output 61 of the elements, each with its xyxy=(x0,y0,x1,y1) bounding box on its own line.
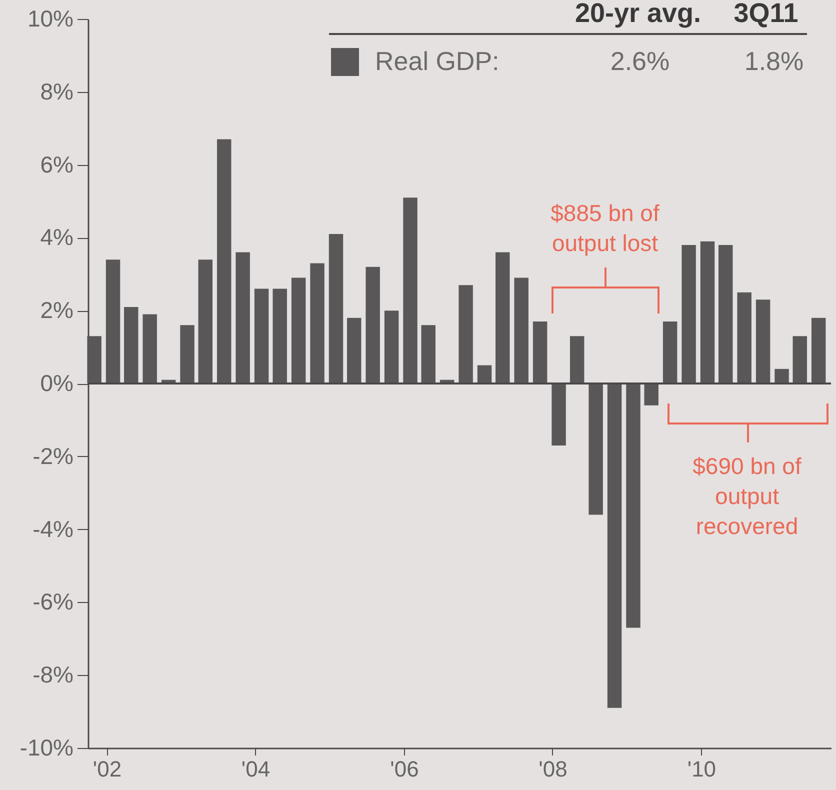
bar xyxy=(384,310,399,384)
bar xyxy=(774,368,789,384)
y-tick-label: -2% xyxy=(32,442,74,469)
bar xyxy=(626,384,640,628)
bar xyxy=(236,252,250,384)
annotation: 20-yr avg. xyxy=(574,0,702,28)
annotation: 2.6% xyxy=(610,46,670,76)
y-tick-label: -6% xyxy=(32,588,74,615)
bar xyxy=(421,325,436,384)
bar xyxy=(737,292,752,384)
bar xyxy=(607,384,622,708)
annotation: 1.8% xyxy=(744,46,804,76)
bar xyxy=(552,384,566,446)
annotation: $885 bn of output lost xyxy=(550,200,660,256)
bar xyxy=(180,325,194,384)
y-tick-label: 0% xyxy=(40,370,74,396)
y-tick-label: 10% xyxy=(27,6,74,32)
annotation: $690 bn of output recovered xyxy=(692,453,802,539)
bar xyxy=(87,336,102,384)
bar xyxy=(328,234,344,384)
annotation: 3Q11 xyxy=(734,0,798,28)
x-tick-label: '10 xyxy=(687,756,716,782)
bar xyxy=(310,263,324,384)
bar xyxy=(477,365,492,384)
bar xyxy=(291,278,306,384)
bar xyxy=(718,244,733,384)
bar xyxy=(811,318,826,384)
bar xyxy=(514,278,528,384)
bar xyxy=(458,285,473,384)
bar xyxy=(254,288,269,384)
x-tick-label: '02 xyxy=(92,756,122,782)
y-tick-label: 2% xyxy=(40,297,74,324)
bar xyxy=(272,288,287,384)
x-tick-label: '06 xyxy=(390,756,419,782)
bar xyxy=(106,260,120,384)
bar xyxy=(588,384,603,515)
y-tick-label: 6% xyxy=(40,151,74,178)
y-tick-label: -10% xyxy=(20,734,74,760)
bar xyxy=(198,260,213,384)
bar xyxy=(216,139,232,384)
y-tick-label: -4% xyxy=(32,516,74,542)
bar xyxy=(532,322,548,384)
bar xyxy=(124,306,138,384)
bar xyxy=(644,384,658,406)
y-tick-label: 4% xyxy=(40,224,74,250)
bar xyxy=(347,318,362,384)
x-tick-label: '04 xyxy=(241,756,270,782)
bar xyxy=(756,300,770,384)
bar xyxy=(142,314,157,384)
y-tick-label: -8% xyxy=(32,662,74,688)
bar xyxy=(700,241,715,384)
x-tick-label: '08 xyxy=(538,756,568,782)
bar xyxy=(496,252,510,384)
bar xyxy=(662,322,678,384)
bar xyxy=(366,266,380,384)
bar xyxy=(792,336,807,384)
bar xyxy=(682,244,696,384)
y-tick-label: 8% xyxy=(40,78,74,104)
legend-label: Real GDP: xyxy=(375,46,500,76)
bar xyxy=(570,336,584,384)
bar xyxy=(403,198,418,384)
